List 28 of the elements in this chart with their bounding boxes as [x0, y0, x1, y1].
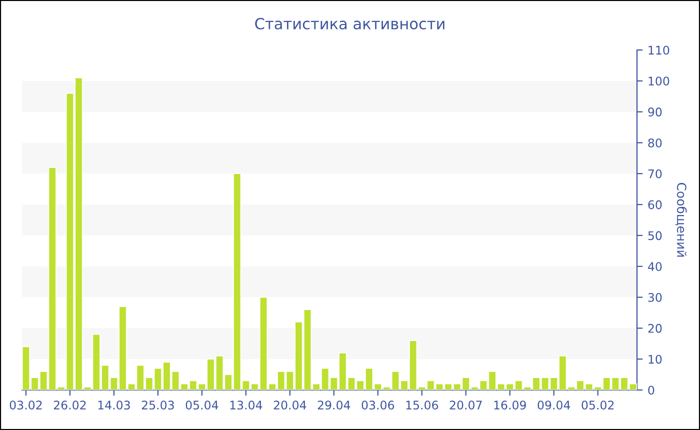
- y-tick-label: 30: [648, 292, 662, 302]
- y-tick-label: 70: [648, 169, 662, 178]
- y-tick-label: 40: [648, 262, 662, 272]
- x-tick-label: 13.04: [230, 400, 262, 410]
- chart-title: Статистика активности: [255, 18, 444, 30]
- x-tick-label: 03.02: [10, 400, 42, 410]
- y-tick-label: 0: [648, 386, 654, 395]
- x-tick-label: 05.04: [186, 400, 218, 410]
- y-tick-label: 20: [648, 324, 662, 333]
- x-tick-label: 05.02: [582, 400, 614, 410]
- y-tick-label: 90: [648, 108, 662, 116]
- x-tick-label: 14.03: [98, 400, 130, 410]
- x-tick-label: 26.02: [54, 400, 86, 410]
- y-tick-label: 110: [648, 46, 670, 55]
- x-tick-label: 29.04: [318, 400, 350, 410]
- y-tick-label: 60: [648, 200, 662, 210]
- y-axis-title: Сообщений: [675, 182, 687, 257]
- x-tick-label: 25.03: [142, 400, 174, 410]
- y-tick-label: 50: [648, 231, 662, 240]
- y-tick-label: 80: [648, 138, 662, 148]
- y-tick-label: 100: [648, 76, 670, 86]
- x-tick-label: 20.04: [274, 400, 306, 410]
- x-tick-label: 09.04: [538, 400, 570, 410]
- x-tick-label: 15.06: [406, 400, 438, 410]
- x-tick-label: 20.07: [450, 400, 482, 410]
- x-tick-label: 16.09: [494, 400, 526, 410]
- x-tick-label: 03.06: [362, 400, 394, 410]
- y-tick-label: 10: [648, 354, 662, 364]
